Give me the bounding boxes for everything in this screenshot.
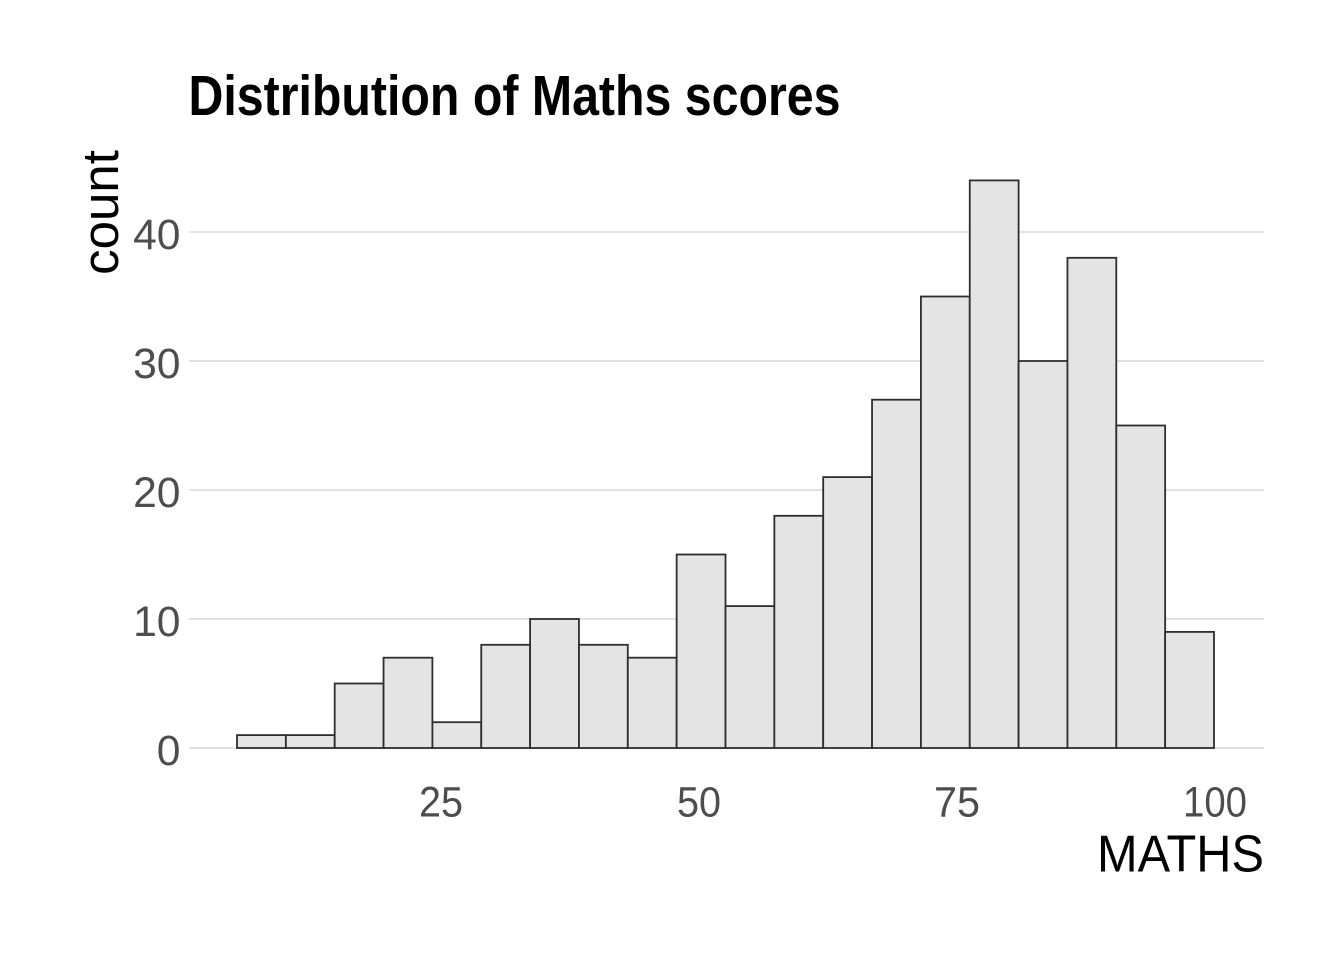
svg-text:Distribution of Maths scores: Distribution of Maths scores (189, 64, 841, 127)
svg-text:75: 75 (934, 779, 980, 827)
svg-text:50: 50 (677, 779, 721, 827)
svg-text:40: 40 (133, 211, 180, 259)
svg-text:30: 30 (133, 340, 180, 388)
svg-text:count: count (72, 150, 129, 275)
svg-text:25: 25 (419, 779, 463, 827)
svg-text:MATHS: MATHS (1097, 824, 1264, 882)
svg-text:100: 100 (1183, 779, 1247, 827)
svg-text:0: 0 (157, 727, 181, 775)
svg-text:10: 10 (133, 598, 180, 646)
svg-text:20: 20 (133, 469, 180, 517)
